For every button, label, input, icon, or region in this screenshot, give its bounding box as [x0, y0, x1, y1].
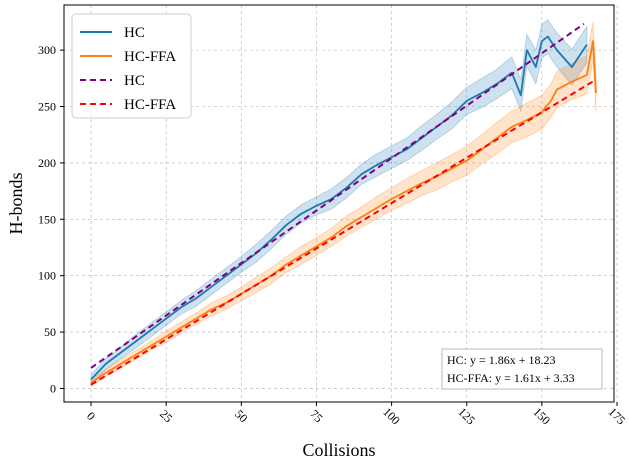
annotation-hc-ffa: HC-FFA: y = 1.61x + 3.33	[447, 371, 575, 385]
fit-equations-box: HC: y = 1.86x + 18.23 HC-FFA: y = 1.61x …	[441, 348, 603, 390]
y-tick-label: 150	[38, 212, 56, 226]
band-hc-ffa	[90, 21, 597, 387]
y-tick-label: 50	[44, 325, 56, 339]
band-hc	[90, 19, 588, 385]
y-tick-label: 250	[38, 100, 56, 114]
y-tick-label: 0	[50, 381, 56, 395]
annotation-box	[441, 348, 603, 390]
legend-label-hc-fit: HC	[124, 73, 145, 89]
fit-line-hc-ffa	[90, 78, 597, 386]
confidence-bands	[90, 19, 597, 387]
legend-label-hc: HC	[124, 25, 145, 41]
x-axis-label: Collisions	[302, 440, 375, 460]
series-line-hc	[90, 35, 588, 381]
series-lines	[90, 23, 597, 386]
y-tick-label: 300	[38, 43, 56, 57]
grid	[64, 5, 618, 402]
annotation-hc: HC: y = 1.86x + 18.23	[447, 353, 556, 367]
y-axis-label: H-bonds	[6, 173, 26, 235]
legend: HC HC-FFA HC HC-FFA	[71, 13, 192, 119]
series-line-hc-ffa	[90, 40, 597, 384]
plot-frame	[63, 4, 615, 403]
y-tick-label: 100	[38, 269, 56, 283]
fit-line-hc	[90, 23, 585, 369]
legend-box	[71, 13, 192, 119]
legend-label-hc-ffa-fit: HC-FFA	[124, 97, 176, 113]
legend-label-hc-ffa: HC-FFA	[124, 49, 176, 65]
y-tick-label: 200	[38, 156, 56, 170]
